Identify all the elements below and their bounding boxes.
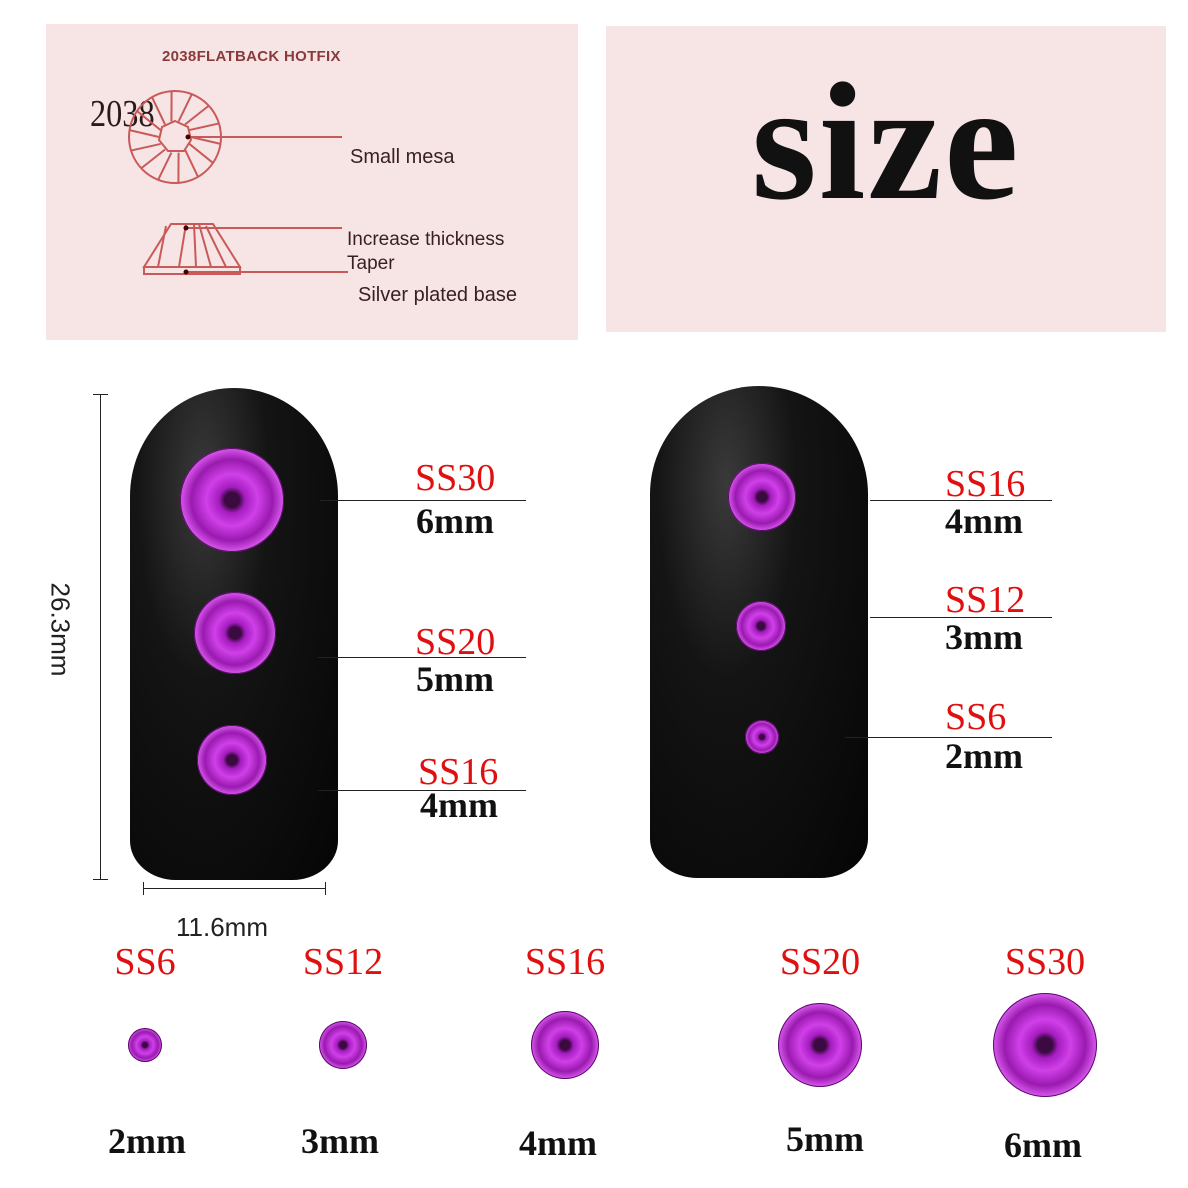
rhinestone-ss12 xyxy=(736,601,786,651)
size-label: SS16 xyxy=(524,941,606,983)
rhinestone-ss12 xyxy=(319,1021,367,1069)
rhinestone-ss16 xyxy=(728,463,796,531)
mm-label: 5mm xyxy=(786,1119,864,1159)
size-label: SS30 xyxy=(415,457,496,499)
label-small-mesa: Small mesa xyxy=(350,146,455,168)
facet-line xyxy=(189,122,220,132)
title-size: size xyxy=(751,49,1021,235)
leader-line xyxy=(845,737,1052,738)
size-label: SS6 xyxy=(114,941,176,983)
facet-line xyxy=(177,93,193,122)
rhinestone-ss16 xyxy=(197,725,267,795)
size-label: SS12 xyxy=(945,579,1026,621)
mm-label: 4mm xyxy=(420,785,498,825)
facet-line xyxy=(129,129,160,138)
facet-line xyxy=(130,142,161,152)
facet-line xyxy=(157,152,173,181)
size-label: SS30 xyxy=(1004,941,1086,983)
size-label: SS20 xyxy=(415,621,496,663)
rhinestone-ss20 xyxy=(778,1003,862,1087)
facet-line xyxy=(190,136,221,145)
mm-label: 6mm xyxy=(416,501,494,541)
dimension-tick xyxy=(325,882,326,895)
spec-panel: 2038FLATBACK HOTFIX 2038 Small mesa Incr… xyxy=(46,24,578,340)
mm-label: 2mm xyxy=(108,1121,186,1161)
model-number: 2038 xyxy=(90,93,155,135)
rhinestone-ss6 xyxy=(745,720,779,754)
leader-line xyxy=(320,500,526,501)
rhinestone-diagram xyxy=(128,90,348,275)
leader-line xyxy=(318,790,526,791)
rhinestone-ss16 xyxy=(531,1011,599,1079)
facet-line xyxy=(140,148,166,170)
height-label: 26.3mm xyxy=(45,582,76,677)
width-label: 11.6mm xyxy=(176,912,268,942)
rhinestone-ss6 xyxy=(128,1028,162,1062)
dimension-tick xyxy=(143,882,144,895)
mm-label: 3mm xyxy=(945,617,1023,657)
dimension-tick xyxy=(93,394,108,395)
size-label: SS16 xyxy=(418,751,499,793)
mm-label: 3mm xyxy=(301,1121,379,1161)
facet-line xyxy=(184,149,199,178)
spec-header: 2038FLATBACK HOTFIX xyxy=(162,48,341,65)
rhinestone-ss30 xyxy=(180,448,284,552)
rhinestone-ss20 xyxy=(194,592,276,674)
mm-label: 2mm xyxy=(945,736,1023,776)
facet-line xyxy=(184,104,210,126)
mm-label: 6mm xyxy=(1004,1125,1082,1165)
label-silver-base: Silver plated base xyxy=(358,284,517,306)
label-taper: Taper xyxy=(347,253,395,274)
width-dimension-line xyxy=(143,888,325,889)
facet-line xyxy=(151,96,166,125)
leader-line xyxy=(318,657,526,658)
mm-label: 4mm xyxy=(519,1123,597,1163)
size-label: SS16 xyxy=(945,463,1026,505)
rhinestone-ss30 xyxy=(993,993,1097,1097)
title-panel: size xyxy=(606,26,1166,332)
size-label: SS12 xyxy=(302,941,384,983)
facet-line xyxy=(136,110,162,131)
size-label: SS6 xyxy=(945,696,1007,738)
facet-line xyxy=(188,143,214,164)
mm-label: 5mm xyxy=(416,659,494,699)
leader-line xyxy=(870,500,1052,501)
label-increase-thickness: Increase thickness xyxy=(347,229,505,250)
leader-line xyxy=(870,617,1052,618)
mm-label: 4mm xyxy=(945,501,1023,541)
height-dimension-line xyxy=(100,394,101,880)
size-label: SS20 xyxy=(779,941,861,983)
dimension-tick xyxy=(93,879,108,880)
